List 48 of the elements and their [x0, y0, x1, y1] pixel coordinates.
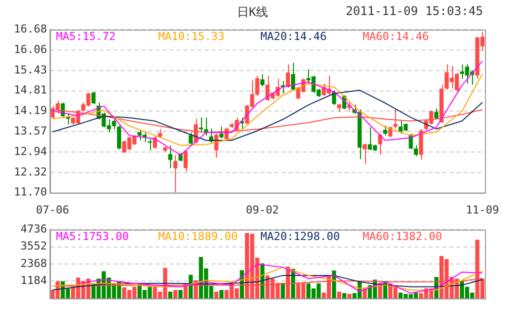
candlestick — [378, 134, 382, 156]
x-tick-label: 09-02 — [246, 203, 279, 216]
bar — [173, 290, 178, 298]
bar — [178, 290, 183, 298]
candlestick — [188, 132, 193, 145]
y-tick-label: 14.19 — [14, 104, 47, 118]
candlestick — [173, 154, 178, 193]
y-tick-label: 12.94 — [14, 145, 48, 158]
y-tick-label: 11.70 — [14, 186, 47, 199]
text: MA60:14.46 — [362, 30, 429, 43]
chart-title: 日K线 — [236, 5, 268, 19]
bar — [168, 292, 172, 298]
bar — [342, 293, 346, 298]
candlestick — [184, 150, 188, 172]
x-tick-label: 07-06 — [36, 203, 70, 216]
candlestick — [362, 143, 367, 164]
y-tick-label: 15.43 — [14, 63, 47, 76]
y-tick-label: 3552 — [20, 240, 47, 253]
text: MA5:1753.00 — [56, 230, 129, 243]
y-tick-label: 1184 — [20, 274, 48, 288]
text: 2011-11-09 15:03:45 — [346, 4, 483, 18]
bar — [337, 292, 342, 298]
candlestick — [91, 91, 96, 104]
bar — [188, 274, 193, 298]
text: MA5:15.72 — [56, 30, 116, 43]
bar — [219, 290, 224, 298]
bar — [214, 292, 218, 298]
text: MA60:1382.00 — [362, 230, 442, 243]
candlestick — [383, 125, 388, 136]
text: MA10:1889.00 — [158, 230, 238, 243]
y-tick-label: 16.06 — [14, 42, 47, 56]
y-tick-label: 4736 — [20, 222, 47, 236]
candlestick — [414, 144, 418, 157]
x-tick-label: 11-09 — [466, 203, 500, 216]
candlestick — [117, 125, 122, 150]
candlestick — [286, 64, 290, 88]
text: MA10:15.33 — [158, 30, 224, 43]
text: MA20:1298.00 — [260, 230, 340, 243]
y-tick-label: 14.81 — [14, 84, 47, 97]
candlestick — [291, 62, 296, 92]
candlestick — [260, 74, 264, 87]
candlestick — [219, 126, 224, 139]
y-tick-label: 12.32 — [14, 165, 47, 178]
text: MA20:14.46 — [260, 30, 327, 43]
y-tick-label: 13.57 — [14, 124, 47, 138]
y-tick-label: 2368 — [20, 256, 47, 270]
candlestick — [168, 145, 172, 169]
y-tick-label: 16.68 — [14, 22, 47, 36]
